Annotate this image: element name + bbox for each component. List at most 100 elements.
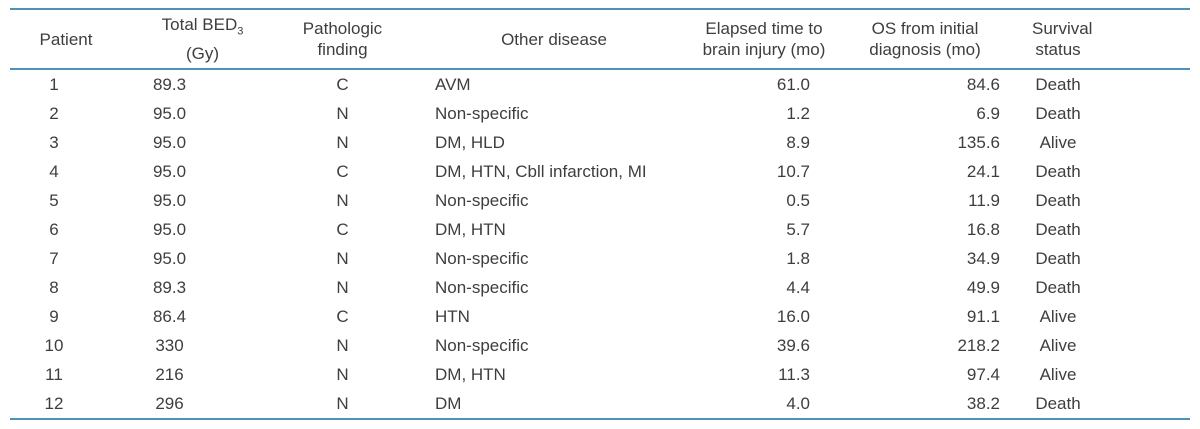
cell-other-disease: DM, HTN (435, 364, 506, 384)
cell-other-disease: HTN (435, 306, 470, 326)
cell-pathologic-finding: C (336, 306, 349, 326)
cell-patient-number: 3 (49, 132, 59, 152)
cell-total-bed: 89.3 (152, 74, 187, 94)
cell-other-disease: DM, HLD (435, 132, 505, 152)
cell-pathologic-finding: N (336, 248, 349, 268)
cell-os: 11.9 (968, 190, 1000, 210)
table-row: 9 86.4 C HTN 16.0 91.1 Alive (10, 302, 1190, 331)
cell-other-disease: AVM (435, 74, 471, 94)
table-row: 6 95.0 C DM, HTN 5.7 16.8 Death (10, 215, 1190, 244)
table-row: 11 216 N DM, HTN 11.3 97.4 Alive (10, 360, 1190, 389)
cell-pathologic-finding: N (336, 277, 349, 297)
cell-patient-number: 10 (44, 335, 64, 355)
cell-survival-status: Alive (1039, 335, 1077, 355)
cell-elapsed-time: 61.0 (776, 74, 810, 94)
table-row: 2 95.0 N Non-specific 1.2 6.9 Death (10, 99, 1190, 128)
col-header-elapsed-time: Elapsed time to brain injury (mo) (688, 9, 858, 69)
cell-total-bed: 95.0 (152, 219, 187, 239)
table-body: 1 89.3 C AVM 61.0 84.6 Death 2 95.0 N No… (10, 69, 1190, 419)
cell-pathologic-finding: N (336, 393, 349, 413)
table-row: 10 330 N Non-specific 39.6 218.2 Alive (10, 331, 1190, 360)
cell-survival-status: Death (1035, 190, 1081, 210)
cell-other-disease: Non-specific (435, 190, 529, 210)
col-header-os: OS from initial diagnosis (mo) (858, 9, 1032, 69)
cell-total-bed: 95.0 (152, 103, 187, 123)
cell-other-disease: Non-specific (435, 103, 529, 123)
col-header-survival-line1: Survival (1032, 19, 1093, 38)
cell-pathologic-finding: C (336, 219, 349, 239)
col-header-other-disease: Other disease (420, 9, 688, 69)
cell-os: 49.9 (966, 277, 1000, 297)
table-row: 4 95.0 C DM, HTN, Cbll infarction, MI 10… (10, 157, 1190, 186)
cell-total-bed: 89.3 (152, 277, 187, 297)
table-row: 3 95.0 N DM, HLD 8.9 135.6 Alive (10, 128, 1190, 157)
cell-patient-number: 8 (49, 277, 59, 297)
cell-survival-status: Death (1035, 74, 1081, 94)
cell-elapsed-time: 10.7 (776, 161, 810, 181)
cell-survival-status: Alive (1039, 132, 1077, 152)
col-header-elapsed-line2: brain injury (mo) (702, 40, 826, 59)
col-header-survival-line2: status (1035, 40, 1081, 59)
cell-os: 6.9 (976, 103, 1000, 123)
cell-os: 97.4 (966, 364, 1000, 384)
cell-os: 24.1 (966, 161, 1000, 181)
cell-survival-status: Death (1035, 277, 1081, 297)
col-header-os-line2: diagnosis (mo) (869, 40, 981, 59)
cell-other-disease: DM, HTN, Cbll infarction, MI (435, 161, 647, 181)
cell-survival-status: Alive (1039, 306, 1077, 326)
cell-other-disease: Non-specific (435, 277, 529, 297)
cell-total-bed: 95.0 (152, 190, 187, 210)
cell-elapsed-time: 11.3 (778, 364, 810, 384)
cell-patient-number: 11 (45, 364, 63, 384)
cell-pathologic-finding: C (336, 74, 349, 94)
cell-patient-number: 2 (49, 103, 59, 123)
cell-patient-number: 12 (44, 393, 64, 413)
cell-survival-status: Death (1035, 248, 1081, 268)
cell-pathologic-finding: N (336, 335, 349, 355)
cell-survival-status: Alive (1039, 364, 1077, 384)
cell-elapsed-time: 16.0 (776, 306, 810, 326)
col-header-elapsed-line1: Elapsed time to (705, 19, 823, 38)
table-row: 7 95.0 N Non-specific 1.8 34.9 Death (10, 244, 1190, 273)
cell-elapsed-time: 8.9 (786, 132, 810, 152)
col-header-pathologic-finding: Pathologic finding (265, 9, 420, 69)
col-header-bed-unit: (Gy) (185, 43, 220, 63)
cell-total-bed: 330 (155, 335, 184, 355)
cell-os: 91.1 (966, 306, 1000, 326)
col-header-pathologic-line2: finding (317, 40, 368, 59)
header-row: Patient Total BED3 (Gy) Pathologic findi… (10, 9, 1190, 69)
col-header-patient-label: Patient (39, 29, 93, 49)
cell-patient-number: 7 (49, 248, 59, 268)
cell-total-bed: 296 (155, 393, 184, 413)
cell-elapsed-time: 39.6 (776, 335, 810, 355)
cell-survival-status: Death (1035, 219, 1081, 239)
cell-other-disease: Non-specific (435, 248, 529, 268)
cell-survival-status: Death (1035, 161, 1081, 181)
table-row: 5 95.0 N Non-specific 0.5 11.9 Death (10, 186, 1190, 215)
cell-other-disease: DM, HTN (435, 219, 506, 239)
cell-pathologic-finding: N (336, 190, 349, 210)
patient-outcomes-table: Patient Total BED3 (Gy) Pathologic findi… (10, 8, 1190, 420)
cell-survival-status: Death (1035, 393, 1081, 413)
cell-os: 84.6 (966, 74, 1000, 94)
cell-os: 34.9 (966, 248, 1000, 268)
cell-os: 135.6 (957, 132, 1000, 152)
table-header: Patient Total BED3 (Gy) Pathologic findi… (10, 9, 1190, 69)
cell-elapsed-time: 1.2 (786, 103, 810, 123)
table-row: 1 89.3 C AVM 61.0 84.6 Death (10, 69, 1190, 99)
col-header-patient: Patient (10, 9, 110, 69)
col-header-other-disease-label: Other disease (501, 29, 607, 49)
col-header-total-bed: Total BED3 (Gy) (110, 9, 265, 69)
cell-elapsed-time: 4.4 (786, 277, 810, 297)
cell-survival-status: Death (1035, 103, 1081, 123)
cell-patient-number: 6 (49, 219, 59, 239)
bed-label-main: Total BED (161, 15, 238, 35)
cell-patient-number: 9 (49, 306, 59, 326)
cell-patient-number: 1 (49, 74, 59, 94)
cell-patient-number: 4 (49, 161, 59, 181)
cell-pathologic-finding: N (336, 132, 349, 152)
cell-patient-number: 5 (49, 190, 59, 210)
cell-total-bed: 95.0 (152, 248, 187, 268)
col-header-bed-line1: Total BED3 (161, 15, 244, 37)
cell-elapsed-time: 1.8 (786, 248, 810, 268)
